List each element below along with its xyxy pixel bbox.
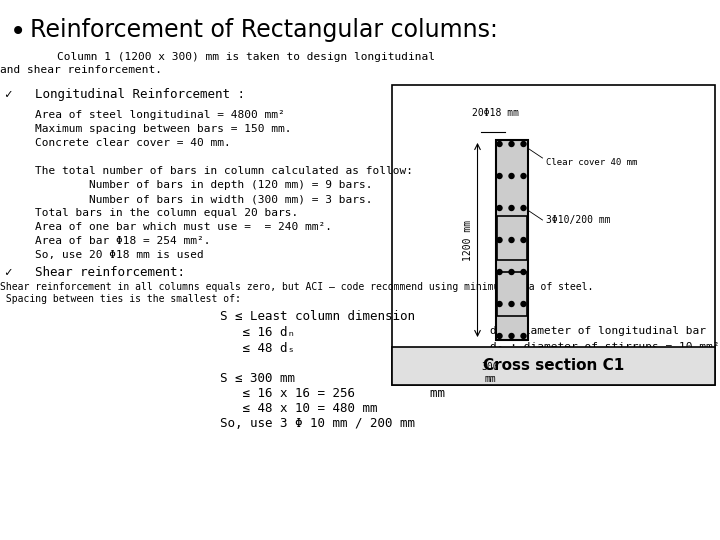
Circle shape <box>521 269 526 274</box>
Text: 20Φ18 mm: 20Φ18 mm <box>472 108 519 118</box>
Circle shape <box>509 334 514 339</box>
Circle shape <box>521 173 526 179</box>
Text: dₙ: diameter of longitudinal bar: dₙ: diameter of longitudinal bar <box>490 326 706 336</box>
Text: Clear cover 40 mm: Clear cover 40 mm <box>546 158 637 167</box>
Circle shape <box>521 206 526 211</box>
Circle shape <box>497 141 502 146</box>
Text: ≤ 16 dₙ: ≤ 16 dₙ <box>220 326 295 339</box>
Text: Maximum spacing between bars = 150 mm.: Maximum spacing between bars = 150 mm. <box>8 124 292 134</box>
Text: Number of bars in depth (120 mm) = 9 bars.: Number of bars in depth (120 mm) = 9 bar… <box>8 180 372 190</box>
Text: So, use 20 Φ18 mm is used: So, use 20 Φ18 mm is used <box>8 250 204 260</box>
Circle shape <box>521 238 526 242</box>
Text: So, use 3 Φ 10 mm / 200 mm: So, use 3 Φ 10 mm / 200 mm <box>220 417 415 430</box>
Circle shape <box>521 301 526 307</box>
Circle shape <box>497 334 502 339</box>
Text: ≤ 48 dₛ: ≤ 48 dₛ <box>220 342 295 355</box>
Circle shape <box>497 238 502 242</box>
Text: ≤ 48 x 10 = 480 mm: ≤ 48 x 10 = 480 mm <box>220 402 377 415</box>
Text: S ≤ Least column dimension: S ≤ Least column dimension <box>220 310 415 323</box>
Text: Area of one bar which must use =  = 240 mm².: Area of one bar which must use = = 240 m… <box>8 222 332 232</box>
Text: ✓   Longitudinal Reinforcement :: ✓ Longitudinal Reinforcement : <box>5 88 245 101</box>
Circle shape <box>497 173 502 179</box>
Circle shape <box>521 334 526 339</box>
Text: 3Φ10/200 mm: 3Φ10/200 mm <box>546 215 610 225</box>
Circle shape <box>509 301 514 307</box>
Text: Spacing between ties is the smallest of:: Spacing between ties is the smallest of: <box>0 294 241 304</box>
Text: Column 1 (1200 x 300) mm is taken to design longitudinal: Column 1 (1200 x 300) mm is taken to des… <box>30 52 435 62</box>
Circle shape <box>497 206 502 211</box>
Circle shape <box>509 206 514 211</box>
Text: Reinforcement of Rectangular columns:: Reinforcement of Rectangular columns: <box>30 18 498 42</box>
Text: 300
mm: 300 mm <box>482 362 500 383</box>
Text: Number of bars in width (300 mm) = 3 bars.: Number of bars in width (300 mm) = 3 bar… <box>8 194 372 204</box>
Circle shape <box>509 141 514 146</box>
Circle shape <box>497 301 502 307</box>
Text: Total bars in the column equal 20 bars.: Total bars in the column equal 20 bars. <box>8 208 298 218</box>
Circle shape <box>509 173 514 179</box>
Bar <box>392 85 715 385</box>
Text: 1200 mm: 1200 mm <box>462 219 472 261</box>
Circle shape <box>497 269 502 274</box>
Circle shape <box>521 141 526 146</box>
Text: ✓   Shear reinforcement:: ✓ Shear reinforcement: <box>5 266 185 279</box>
Circle shape <box>509 238 514 242</box>
Circle shape <box>509 269 514 274</box>
Text: dₛ : diameter of stirrups = 10 mm²: dₛ : diameter of stirrups = 10 mm² <box>490 342 719 352</box>
Text: Area of steel longitudinal = 4800 mm²: Area of steel longitudinal = 4800 mm² <box>8 110 284 120</box>
Bar <box>392 347 715 385</box>
Text: The total number of bars in column calculated as follow:: The total number of bars in column calcu… <box>8 166 413 176</box>
Text: S ≤ 300 mm: S ≤ 300 mm <box>220 372 295 385</box>
Text: Area of bar Φ18 = 254 mm².: Area of bar Φ18 = 254 mm². <box>8 236 210 246</box>
Bar <box>495 140 528 340</box>
Bar <box>497 272 526 316</box>
Bar <box>497 216 526 260</box>
Text: Shear reinforcement in all columns equals zero, but ACI – code recommend using m: Shear reinforcement in all columns equal… <box>0 282 593 292</box>
Text: •: • <box>10 18 26 46</box>
Text: Cross section C1: Cross section C1 <box>483 359 624 374</box>
Text: ≤ 16 x 16 = 256          mm: ≤ 16 x 16 = 256 mm <box>220 387 445 400</box>
Text: and shear reinforcement.: and shear reinforcement. <box>0 65 162 75</box>
Text: Concrete clear cover = 40 mm.: Concrete clear cover = 40 mm. <box>8 138 230 148</box>
